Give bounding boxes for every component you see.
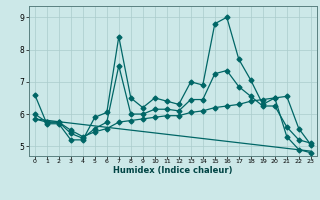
X-axis label: Humidex (Indice chaleur): Humidex (Indice chaleur) <box>113 166 233 175</box>
